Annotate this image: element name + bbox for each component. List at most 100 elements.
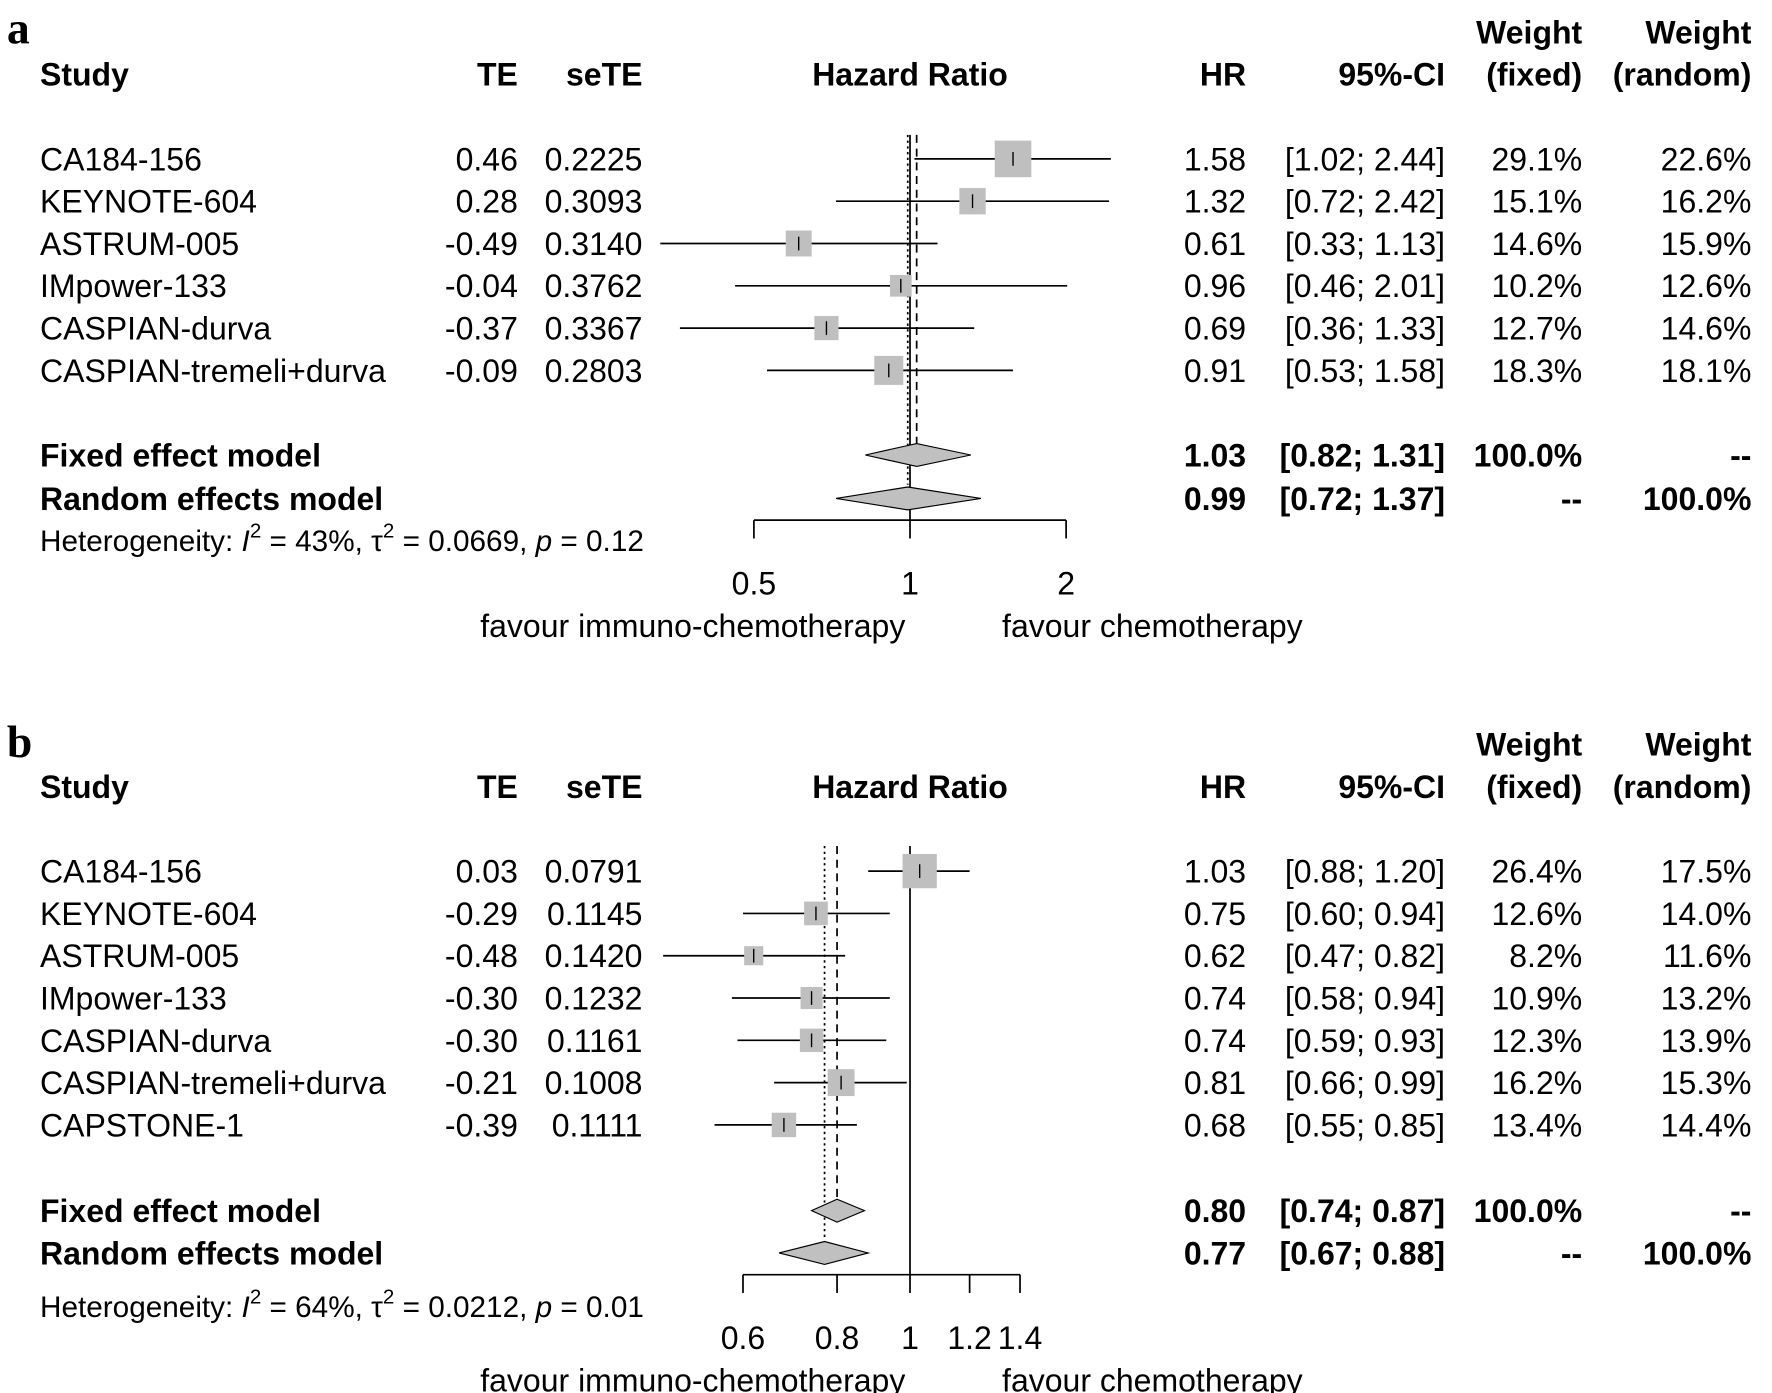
model-name: Fixed effect model [40, 1193, 321, 1229]
study-name: CASPIAN-durva [40, 1023, 271, 1059]
random-effects-row: Random effects model 0.77 [0.67; 0.88] -- 10… [40, 1235, 1751, 1271]
heterogeneity-text: Heterogeneity: I2 = 43%, τ2 = 0.0669, p … [40, 519, 644, 558]
study-sete: 0.0791 [545, 854, 643, 890]
study-te: -0.39 [445, 1107, 518, 1143]
equals: = [552, 525, 586, 558]
study-weight-random: 13.2% [1661, 980, 1752, 1016]
separator: , [519, 525, 536, 558]
study-ci: [0.36; 1.33] [1285, 311, 1445, 347]
study-te: -0.37 [445, 311, 518, 347]
header-study: Study [40, 769, 129, 805]
study-hr: 0.62 [1184, 938, 1246, 974]
study-te: -0.30 [445, 980, 518, 1016]
study-name: IMpower-133 [40, 268, 227, 304]
study-row: CASPIAN-tremeli+durva -0.21 0.1008 0.81 [0.6… [40, 1065, 1751, 1101]
panel-label: a [7, 2, 30, 53]
equals: = [394, 525, 428, 558]
study-weight-random: 13.9% [1661, 1023, 1752, 1059]
study-te: 0.03 [456, 854, 518, 890]
p-symbol: p [535, 1291, 553, 1324]
summary-diamond [865, 442, 971, 468]
summary-diamond [778, 1240, 871, 1265]
study-weight-random: 18.1% [1661, 353, 1752, 389]
study-te: -0.09 [445, 353, 518, 389]
separator: , [519, 1291, 536, 1324]
study-name: CASPIAN-tremeli+durva [40, 353, 386, 389]
study-weight-fixed: 8.2% [1509, 938, 1582, 974]
study-hr: 1.03 [1184, 854, 1246, 890]
study-hr: 1.58 [1184, 141, 1246, 177]
study-te: -0.48 [445, 938, 518, 974]
study-weight-random: 14.6% [1661, 311, 1752, 347]
study-hr: 0.96 [1184, 268, 1246, 304]
tau-symbol: , τ [355, 525, 384, 558]
study-weight-fixed: 26.4% [1491, 854, 1582, 890]
study-sete: 0.1008 [545, 1065, 643, 1101]
study-name: ASTRUM-005 [40, 226, 239, 262]
study-hr: 0.74 [1184, 1023, 1246, 1059]
model-weight-random: -- [1730, 437, 1751, 473]
header-ci: 95%-CI [1338, 57, 1445, 93]
study-name: CASPIAN-tremeli+durva [40, 1065, 386, 1101]
model-ci: [0.72; 1.37] [1280, 481, 1445, 517]
study-row: CASPIAN-durva -0.37 0.3367 0.69 [0.36; 1.33]… [40, 311, 1751, 347]
study-sete: 0.3093 [545, 184, 643, 220]
heterogeneity-label: Heterogeneity: [40, 525, 242, 558]
model-weight-fixed: 100.0% [1474, 1193, 1583, 1229]
header-weight-fixed-1: Weight [1476, 14, 1582, 50]
study-row: CASPIAN-tremeli+durva -0.09 0.2803 0.91 [0.5… [40, 353, 1751, 389]
x-axis: 0.6 0.8 1 1.2 1.4 favour immuno-chemotherapy f… [480, 1273, 1303, 1393]
model-weight-fixed: -- [1561, 1235, 1582, 1271]
x-axis: 0.5 1 2 favour immuno-chemotherapy favour ch… [480, 519, 1303, 644]
study-ci: [0.55; 0.85] [1285, 1107, 1445, 1143]
study-name: CA184-156 [40, 141, 202, 177]
model-hr: 1.03 [1184, 437, 1246, 473]
favour-left-label: favour immuno-chemotherapy [480, 608, 905, 644]
study-weight-random: 22.6% [1661, 141, 1752, 177]
header-study: Study [40, 57, 129, 93]
header-sete: seTE [566, 769, 642, 805]
study-sete: 0.1111 [552, 1107, 643, 1143]
study-name: ASTRUM-005 [40, 938, 239, 974]
model-ci: [0.82; 1.31] [1280, 437, 1445, 473]
study-weight-random: 16.2% [1661, 184, 1752, 220]
header-weight-fixed-2: (fixed) [1486, 769, 1582, 805]
study-weight-fixed: 10.9% [1491, 980, 1582, 1016]
model-hr: 0.77 [1184, 1235, 1246, 1271]
study-hr: 0.68 [1184, 1107, 1246, 1143]
header-te: TE [477, 769, 518, 805]
x-tick-label: 1.4 [998, 1320, 1042, 1356]
study-weight-fixed: 12.7% [1491, 311, 1582, 347]
p-value: 0.01 [586, 1291, 644, 1324]
study-ci: [0.66; 0.99] [1285, 1065, 1445, 1101]
header-sete: seTE [566, 57, 642, 93]
study-weight-fixed: 15.1% [1491, 184, 1582, 220]
favour-right-label: favour chemotherapy [1002, 608, 1303, 644]
study-ci: [0.60; 0.94] [1285, 896, 1445, 932]
equals: = [394, 1291, 428, 1324]
study-te: -0.29 [445, 896, 518, 932]
study-ci: [0.47; 0.82] [1285, 938, 1445, 974]
panel-label: b [7, 716, 32, 767]
study-row: IMpower-133 -0.04 0.3762 0.96 [0.46; 2.01] 10… [40, 268, 1751, 304]
study-sete: 0.1232 [545, 980, 643, 1016]
study-name: IMpower-133 [40, 980, 227, 1016]
header-weight-random-1: Weight [1645, 14, 1751, 50]
study-weight-random: 17.5% [1661, 854, 1752, 890]
i2-symbol: I [242, 1291, 250, 1324]
study-weight-fixed: 12.3% [1491, 1023, 1582, 1059]
x-tick-label: 1.2 [947, 1320, 991, 1356]
superscript: 2 [250, 1285, 261, 1308]
study-ci: [0.88; 1.20] [1285, 854, 1445, 890]
superscript: 2 [383, 519, 394, 542]
header-weight-random-2: (random) [1613, 57, 1752, 93]
study-te: -0.21 [445, 1065, 518, 1101]
header-te: TE [477, 57, 518, 93]
study-name: CASPIAN-durva [40, 311, 271, 347]
study-sete: 0.2225 [545, 141, 643, 177]
favour-right-label: favour chemotherapy [1002, 1362, 1303, 1393]
study-sete: 0.1145 [547, 896, 643, 932]
study-ci: [1.02; 2.44] [1285, 141, 1445, 177]
study-name: CA184-156 [40, 854, 202, 890]
